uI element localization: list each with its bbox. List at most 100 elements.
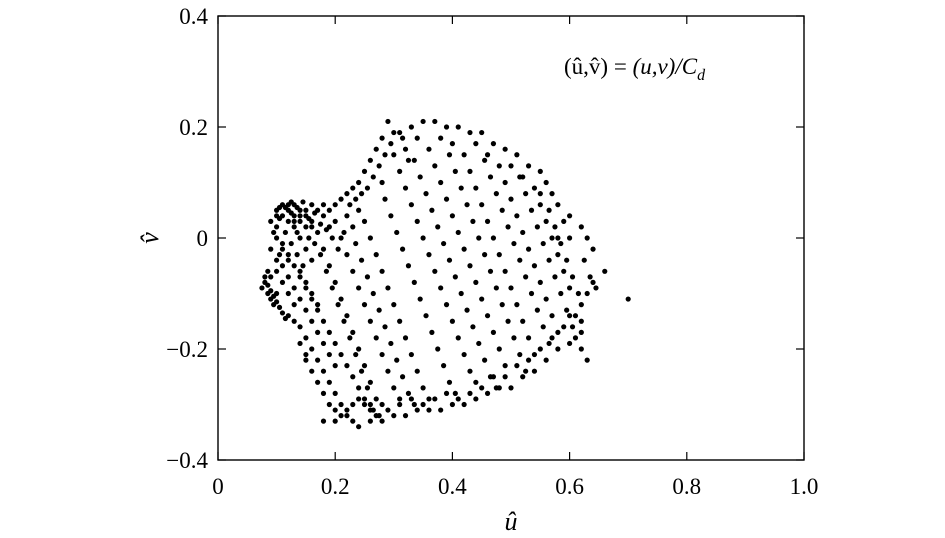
scatter-point xyxy=(294,229,300,236)
scatter-point xyxy=(587,274,593,280)
scatter-point xyxy=(540,240,546,247)
scatter-point xyxy=(455,229,461,236)
scatter-point xyxy=(382,196,388,202)
scatter-point xyxy=(326,207,332,213)
scatter-point xyxy=(303,351,309,358)
scatter-point xyxy=(484,218,491,224)
scatter-point xyxy=(517,174,523,180)
scatter-point xyxy=(511,240,517,247)
scatter-point xyxy=(402,413,409,419)
scatter-point xyxy=(476,235,482,241)
scatter-point xyxy=(558,290,564,297)
scatter-point xyxy=(567,213,573,219)
scatter-point xyxy=(300,263,306,269)
scatter-point xyxy=(540,324,546,330)
scatter-point xyxy=(549,335,555,341)
scatter-point xyxy=(297,274,303,280)
scatter-point xyxy=(490,374,497,380)
scatter-point xyxy=(525,163,532,169)
data-points xyxy=(259,118,631,430)
scatter-point xyxy=(282,315,288,322)
scatter-point xyxy=(341,318,347,324)
scatter-point xyxy=(288,240,294,247)
scatter-point xyxy=(315,357,321,363)
scatter-point xyxy=(402,185,409,191)
scatter-point xyxy=(285,274,291,280)
scatter-point xyxy=(356,346,362,352)
scatter-point xyxy=(514,213,520,219)
scatter-point xyxy=(549,235,555,241)
scatter-point xyxy=(502,268,508,274)
scatter-point xyxy=(385,368,391,374)
scatter-point xyxy=(309,202,315,208)
scatter-point xyxy=(317,252,324,258)
scatter-point xyxy=(297,324,303,330)
scatter-point xyxy=(420,401,426,408)
scatter-point xyxy=(373,335,379,341)
scatter-point xyxy=(309,368,315,374)
scatter-point xyxy=(423,313,429,319)
scatter-point xyxy=(303,207,309,213)
scatter-point xyxy=(262,274,268,280)
scatter-point xyxy=(320,340,327,347)
scatter-point xyxy=(291,318,297,324)
scatter-point xyxy=(361,168,368,174)
scatter-point xyxy=(443,196,450,202)
scatter-point xyxy=(274,268,280,274)
scatter-point xyxy=(534,224,540,230)
scatter-point xyxy=(537,279,543,285)
scatter-point xyxy=(353,351,359,358)
scatter-point xyxy=(555,346,561,352)
scatter-point xyxy=(420,385,426,391)
scatter-point xyxy=(379,135,385,141)
scatter-point xyxy=(517,257,523,263)
scatter-point xyxy=(326,401,332,408)
scatter-point xyxy=(523,274,529,280)
scatter-point xyxy=(525,246,532,252)
scatter-point xyxy=(546,207,552,213)
scatter-point xyxy=(567,235,573,241)
scatter-point xyxy=(320,418,327,424)
scatter-point xyxy=(449,401,455,408)
scatter-point xyxy=(531,185,538,191)
scatter-point xyxy=(282,229,288,236)
scatter-point xyxy=(438,285,444,291)
scatter-point xyxy=(373,252,379,258)
scatter-point xyxy=(265,282,271,288)
scatter-point xyxy=(297,218,303,224)
scatter-point xyxy=(303,357,309,363)
formula-lhs: (û,v̂) xyxy=(564,54,608,79)
scatter-point xyxy=(285,257,291,263)
scatter-point xyxy=(531,351,538,358)
scatter-point xyxy=(297,213,303,219)
scatter-point xyxy=(356,179,362,186)
scatter-point xyxy=(625,296,631,302)
scatter-point xyxy=(464,307,470,313)
scatter-point xyxy=(332,340,338,347)
scatter-point xyxy=(379,268,385,274)
scatter-point xyxy=(578,329,584,335)
scatter-point xyxy=(361,396,368,402)
scatter-point xyxy=(303,224,309,230)
scatter-point xyxy=(344,191,350,197)
scatter-point xyxy=(499,207,505,213)
scatter-point xyxy=(391,385,397,391)
scatter-point xyxy=(584,357,590,363)
scatter-point xyxy=(303,335,309,341)
scatter-point xyxy=(303,307,309,313)
scatter-point xyxy=(332,363,338,369)
scatter-point xyxy=(274,235,280,241)
scatter-point xyxy=(370,174,376,180)
scatter-point xyxy=(320,390,327,396)
scatter-point xyxy=(259,285,265,291)
scatter-point xyxy=(294,204,300,211)
scatter-point xyxy=(423,191,429,197)
scatter-point xyxy=(405,390,412,396)
scatter-point xyxy=(502,179,508,186)
scatter-point xyxy=(555,235,561,241)
scatter-point xyxy=(285,252,291,258)
scatter-point xyxy=(479,385,485,391)
scatter-point xyxy=(578,302,584,308)
scatter-point xyxy=(397,129,403,136)
scatter-point xyxy=(438,179,444,186)
